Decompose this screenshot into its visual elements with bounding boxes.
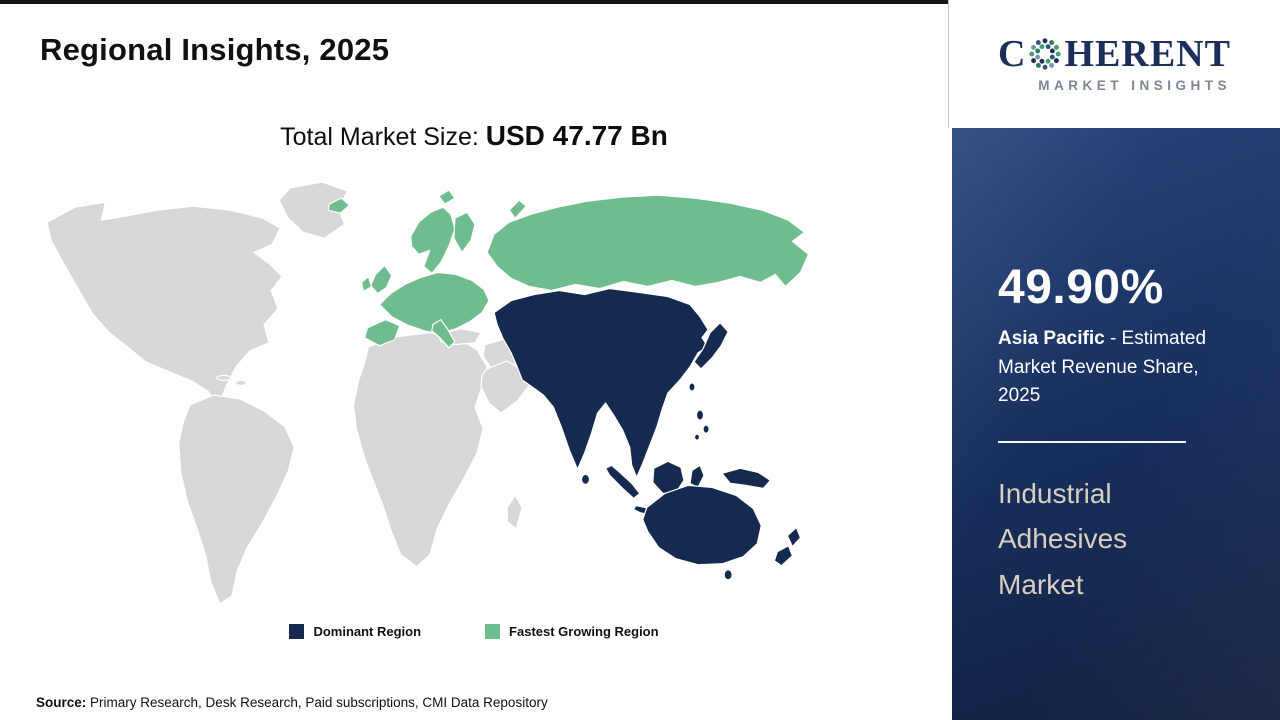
region-asia-mainland [493, 287, 709, 478]
region-italy [431, 319, 456, 349]
source-text: Primary Research, Desk Research, Paid su… [90, 695, 548, 710]
region-sulawesi [689, 464, 705, 489]
total-market-size-label: Total Market Size: [280, 123, 479, 151]
coherent-market-insights-logo: C [998, 35, 1231, 93]
region-north-america [46, 201, 283, 408]
region-svalbard [438, 189, 456, 205]
region-tasmania [723, 569, 733, 581]
region-taiwan [688, 382, 696, 392]
region-new-zealand-south [773, 545, 794, 567]
region-uk [369, 264, 393, 295]
sidebar: C [948, 0, 1280, 720]
region-greenland [278, 181, 349, 239]
total-market-size-value: USD 47.77 Bn [485, 120, 668, 151]
highlight-panel: 49.90% Asia Pacific - Estimated Market R… [952, 128, 1280, 720]
region-russia [486, 194, 810, 292]
legend-label-fastest-growing: Fastest Growing Region [509, 624, 659, 639]
panel-divider [998, 440, 1186, 443]
legend-swatch-fastest-growing [485, 624, 501, 639]
region-europe-mainland [378, 271, 490, 335]
map-fastest-growing-regions [327, 189, 810, 349]
brand-name: C [998, 35, 1231, 73]
brand-prefix: C [998, 33, 1027, 75]
logo-mosaic-o-icon [1027, 36, 1063, 72]
market-share-region: Asia Pacific [998, 328, 1105, 349]
total-market-size: Total Market Size: USD 47.77 Bn [0, 120, 948, 152]
region-philippines-island [702, 424, 710, 434]
market-name: Industrial Adhesives Market [998, 477, 1128, 601]
page-title: Regional Insights, 2025 [40, 32, 390, 67]
logo-area: C [948, 0, 1280, 128]
region-novaya-zemlya [508, 199, 527, 219]
region-arabia [480, 360, 530, 414]
brand-subtitle: MARKET INSIGHTS [1038, 78, 1231, 93]
region-iberia [363, 319, 401, 347]
legend-item-dominant: Dominant Region [289, 624, 421, 639]
region-australia [642, 484, 762, 566]
world-map [46, 181, 810, 605]
source-note: Source: Primary Research, Desk Research,… [36, 695, 548, 710]
region-ireland [360, 275, 373, 293]
world-map-container [34, 174, 914, 616]
region-new-guinea [721, 467, 771, 490]
region-madagascar [506, 494, 523, 530]
region-new-zealand-north [786, 526, 802, 548]
region-finland [453, 211, 476, 253]
legend-label-dominant: Dominant Region [313, 624, 422, 639]
main-content: Regional Insights, 2025 Total Market Siz… [0, 0, 948, 710]
source-label: Source: [36, 695, 87, 710]
region-caribbean-island [235, 379, 247, 387]
region-sri-lanka [580, 473, 591, 486]
region-sumatra [604, 464, 641, 500]
brand-suffix: HERENT [1064, 33, 1231, 75]
market-share-value: 49.90% [998, 261, 1164, 314]
region-borneo [652, 460, 685, 495]
map-legend: Dominant Region Fastest Growing Region [0, 624, 948, 639]
map-dominant-regions [493, 287, 802, 581]
region-caribbean-island [216, 374, 232, 382]
legend-item-fastest-growing: Fastest Growing Region [485, 624, 659, 639]
region-africa [352, 332, 488, 568]
region-iceland [327, 197, 351, 214]
market-share-caption: - Estimated Market Revenue Share, 2025 [998, 328, 1207, 406]
region-philippines-island [693, 433, 701, 441]
legend-swatch-dominant [289, 624, 305, 639]
region-scandinavia [410, 206, 456, 275]
region-philippines-island [695, 409, 705, 421]
region-japan [693, 322, 729, 370]
region-south-america [178, 394, 295, 605]
map-default-regions [46, 181, 530, 605]
market-share-description: Asia Pacific - Estimated Market Revenue … [998, 325, 1234, 411]
